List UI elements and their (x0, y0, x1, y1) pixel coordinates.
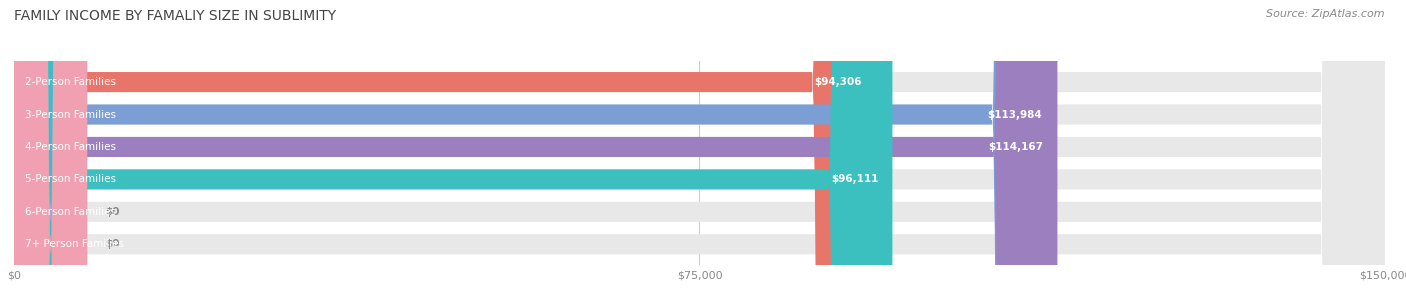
FancyBboxPatch shape (14, 0, 876, 305)
Text: FAMILY INCOME BY FAMALIY SIZE IN SUBLIMITY: FAMILY INCOME BY FAMALIY SIZE IN SUBLIMI… (14, 9, 336, 23)
Text: $114,167: $114,167 (988, 142, 1043, 152)
Text: Source: ZipAtlas.com: Source: ZipAtlas.com (1267, 9, 1385, 19)
FancyBboxPatch shape (14, 0, 1385, 305)
FancyBboxPatch shape (14, 0, 87, 305)
FancyBboxPatch shape (14, 0, 87, 305)
FancyBboxPatch shape (14, 0, 1385, 305)
Text: 3-Person Families: 3-Person Families (25, 109, 117, 120)
Text: $94,306: $94,306 (814, 77, 862, 87)
FancyBboxPatch shape (14, 0, 1385, 305)
Text: 2-Person Families: 2-Person Families (25, 77, 117, 87)
Text: $0: $0 (105, 207, 120, 217)
Text: $113,984: $113,984 (987, 109, 1042, 120)
Text: $0: $0 (105, 239, 120, 249)
FancyBboxPatch shape (14, 0, 1385, 305)
FancyBboxPatch shape (14, 0, 1057, 305)
Text: 5-Person Families: 5-Person Families (25, 174, 117, 185)
Text: 7+ Person Families: 7+ Person Families (25, 239, 124, 249)
FancyBboxPatch shape (14, 0, 893, 305)
Text: 4-Person Families: 4-Person Families (25, 142, 117, 152)
FancyBboxPatch shape (14, 0, 1385, 305)
Text: $96,111: $96,111 (831, 174, 879, 185)
FancyBboxPatch shape (14, 0, 1056, 305)
FancyBboxPatch shape (14, 0, 1385, 305)
Text: 6-Person Families: 6-Person Families (25, 207, 117, 217)
